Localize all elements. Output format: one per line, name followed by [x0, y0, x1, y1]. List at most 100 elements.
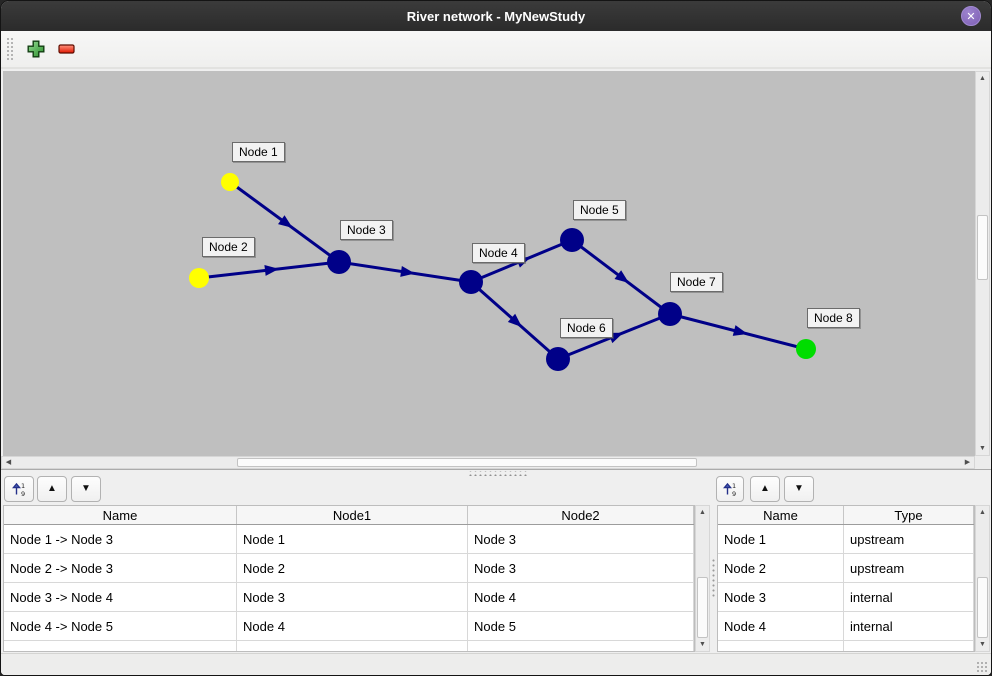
river-node[interactable] [546, 347, 570, 371]
table-cell[interactable]: Node 4 [237, 612, 468, 640]
river-network-graph [189, 173, 816, 371]
river-node[interactable] [459, 270, 483, 294]
node-label: Node 3 [340, 220, 393, 240]
table-cell[interactable] [4, 641, 237, 651]
table-row[interactable]: Node 4 internal [718, 612, 974, 641]
table-row[interactable]: Node 1 upstream [718, 525, 974, 554]
status-bar [1, 653, 991, 675]
window-resize-grip[interactable] [976, 661, 987, 672]
river-network-canvas[interactable]: Node 1 Node 2 Node 3 Node 4 Node 5 Node 6 Node… [3, 71, 975, 456]
node-label: Node 6 [560, 318, 613, 338]
table-cell[interactable]: internal [844, 583, 974, 611]
column-header[interactable]: Node1 [237, 506, 468, 524]
nodes-sort-button[interactable]: 1 9 [716, 476, 744, 502]
table-cell[interactable]: Node 2 [237, 554, 468, 582]
table-cell[interactable] [718, 641, 844, 651]
table-row[interactable]: Node 3 internal [718, 583, 974, 612]
branches-sort-button[interactable]: 1 9 [4, 476, 34, 502]
table-cell[interactable]: Node 4 [468, 583, 694, 611]
canvas-hscroll-thumb[interactable] [237, 458, 697, 467]
branches-vscroll-thumb[interactable] [697, 577, 708, 638]
column-header[interactable]: Type [844, 506, 974, 524]
canvas-vscroll-thumb[interactable] [977, 215, 988, 280]
table-row[interactable]: Node 1 -> Node 3 Node 1 Node 3 [4, 525, 694, 554]
canvas-vertical-scrollbar[interactable]: ▲ ▼ [975, 71, 990, 456]
table-row[interactable]: Node 3 -> Node 4 Node 3 Node 4 [4, 583, 694, 612]
river-node[interactable] [221, 173, 239, 191]
column-header[interactable]: Name [718, 506, 844, 524]
table-cell[interactable]: Node 4 -> Node 5 [4, 612, 237, 640]
scroll-left-arrow-icon[interactable]: ◀ [2, 457, 15, 468]
sort-ascending-icon: 1 9 [723, 482, 736, 497]
scroll-right-arrow-icon[interactable]: ▶ [961, 457, 974, 468]
node-label: Node 2 [202, 237, 255, 257]
table-cell[interactable] [237, 641, 468, 651]
scrollbar-corner [975, 456, 990, 469]
table-cell[interactable]: Node 1 [718, 525, 844, 553]
table-cell[interactable]: Node 5 [468, 612, 694, 640]
add-node-button[interactable] [26, 39, 46, 59]
table-cell[interactable]: Node 1 [237, 525, 468, 553]
nodes-move-up-button[interactable]: ▲ [750, 476, 780, 502]
node-label: Node 1 [232, 142, 285, 162]
flow-direction-arrow-icon [278, 215, 293, 228]
node-label: Node 8 [807, 308, 860, 328]
table-cell[interactable]: Node 2 [718, 554, 844, 582]
table-cell[interactable]: Node 3 -> Node 4 [4, 583, 237, 611]
nodes-move-down-button[interactable]: ▼ [784, 476, 814, 502]
horizontal-splitter-handle[interactable] [467, 471, 527, 476]
toolbar-grip-handle[interactable] [6, 37, 14, 61]
table-cell[interactable]: Node 4 [718, 612, 844, 640]
column-header[interactable]: Node2 [468, 506, 694, 524]
remove-node-button[interactable] [58, 43, 76, 55]
canvas-horizontal-scrollbar[interactable]: ◀ ▶ [1, 456, 975, 469]
scroll-up-arrow-icon[interactable]: ▲ [976, 72, 989, 85]
flow-direction-arrow-icon [732, 325, 748, 336]
river-node[interactable] [327, 250, 351, 274]
table-cell[interactable]: upstream [844, 554, 974, 582]
flow-direction-arrow-icon [400, 265, 415, 277]
table-cell[interactable] [468, 641, 694, 651]
up-triangle-icon: ▲ [760, 483, 770, 494]
scroll-down-arrow-icon[interactable]: ▼ [696, 638, 709, 651]
table-row[interactable] [4, 641, 694, 651]
close-button[interactable]: ✕ [961, 6, 981, 26]
node-label: Node 4 [472, 243, 525, 263]
up-triangle-icon: ▲ [47, 483, 57, 494]
scroll-up-arrow-icon[interactable]: ▲ [976, 506, 989, 519]
river-node[interactable] [658, 302, 682, 326]
canvas-area: Node 1 Node 2 Node 3 Node 4 Node 5 Node 6 Node… [1, 69, 991, 469]
table-header-row: Name Node1 Node2 [4, 506, 694, 525]
vertical-splitter-handle[interactable] [711, 558, 717, 598]
table-cell[interactable] [844, 641, 974, 651]
branches-move-down-button[interactable]: ▼ [71, 476, 101, 502]
scroll-up-arrow-icon[interactable]: ▲ [696, 506, 709, 519]
table-cell[interactable]: Node 3 [237, 583, 468, 611]
river-node[interactable] [189, 268, 209, 288]
table-cell[interactable]: Node 2 -> Node 3 [4, 554, 237, 582]
table-row[interactable]: Node 4 -> Node 5 Node 4 Node 5 [4, 612, 694, 641]
table-cell[interactable]: Node 1 -> Node 3 [4, 525, 237, 553]
table-cell[interactable]: internal [844, 612, 974, 640]
nodes-vscroll-thumb[interactable] [977, 577, 988, 638]
river-node[interactable] [796, 339, 816, 359]
flow-direction-arrow-icon [264, 264, 279, 276]
table-row[interactable]: Node 2 upstream [718, 554, 974, 583]
svg-text:1: 1 [732, 482, 736, 490]
table-cell[interactable]: Node 3 [718, 583, 844, 611]
scroll-down-arrow-icon[interactable]: ▼ [976, 638, 989, 651]
down-triangle-icon: ▼ [794, 483, 804, 494]
branches-table-vertical-scrollbar[interactable]: ▲ ▼ [695, 505, 710, 652]
nodes-table-vertical-scrollbar[interactable]: ▲ ▼ [975, 505, 990, 652]
column-header[interactable]: Name [4, 506, 237, 524]
node-label: Node 5 [573, 200, 626, 220]
table-cell[interactable]: Node 3 [468, 525, 694, 553]
river-node[interactable] [560, 228, 584, 252]
branches-move-up-button[interactable]: ▲ [37, 476, 67, 502]
table-cell[interactable]: upstream [844, 525, 974, 553]
scroll-down-arrow-icon[interactable]: ▼ [976, 442, 989, 455]
table-row[interactable]: Node 2 -> Node 3 Node 2 Node 3 [4, 554, 694, 583]
node-label: Node 7 [670, 272, 723, 292]
table-row[interactable] [718, 641, 974, 651]
table-cell[interactable]: Node 3 [468, 554, 694, 582]
